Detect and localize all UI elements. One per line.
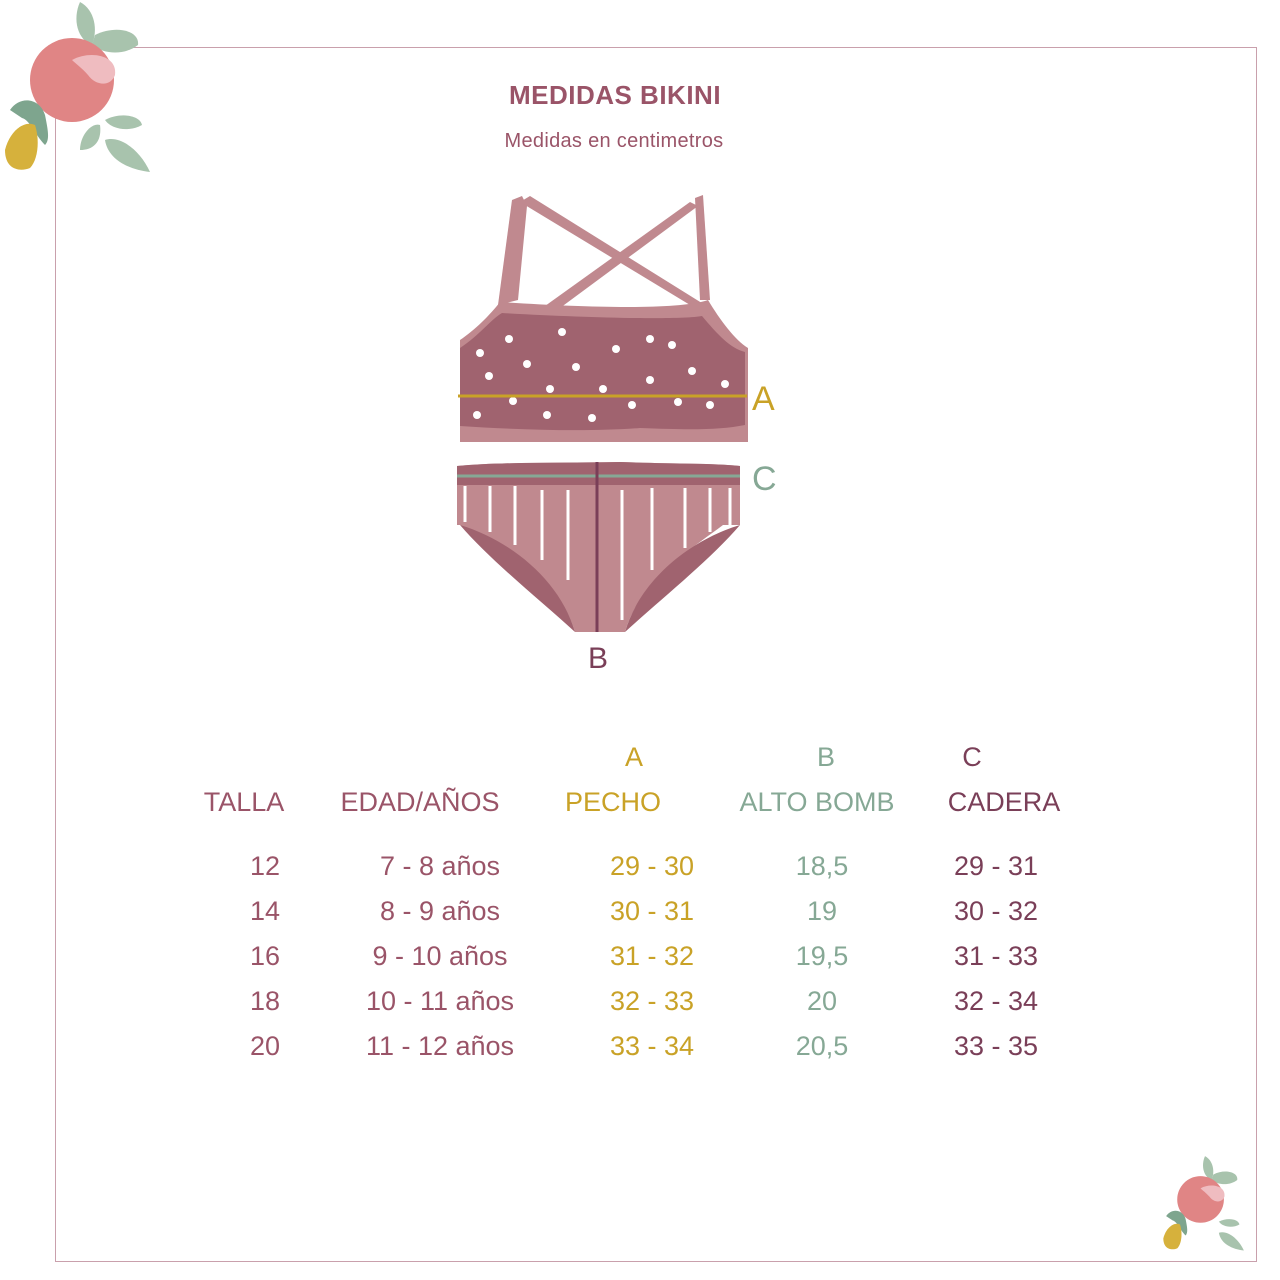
- label-a: A: [752, 380, 775, 418]
- flower-decoration-bottom-right: [1163, 1156, 1244, 1251]
- cell-alto-bomb: 19: [806, 896, 838, 926]
- cell-edad: 9 - 10 años: [372, 941, 508, 971]
- cell-alto-bomb: 20,5: [795, 1031, 849, 1061]
- cell-cadera: 29 - 31: [953, 851, 1039, 881]
- cell-cadera: 33 - 35: [953, 1031, 1039, 1061]
- cell-edad: 11 - 12 años: [365, 1031, 515, 1061]
- header-talla: TALLA: [203, 787, 285, 817]
- flower-decoration-top-left: [5, 2, 150, 172]
- cell-alto-bomb: 18,5: [795, 851, 849, 881]
- cell-talla: 16: [249, 941, 281, 971]
- cell-talla: 18: [249, 986, 281, 1016]
- cell-pecho: 31 - 32: [609, 941, 695, 971]
- cell-pecho: 30 - 31: [609, 896, 695, 926]
- cell-edad: 8 - 9 años: [379, 896, 501, 926]
- letter-a: A: [624, 742, 644, 772]
- cell-cadera: 30 - 32: [953, 896, 1039, 926]
- cell-pecho: 32 - 33: [609, 986, 695, 1016]
- letter-b: B: [816, 742, 836, 772]
- cell-edad: 7 - 8 años: [379, 851, 501, 881]
- bikini-diagram: A C B: [457, 195, 777, 675]
- cell-pecho: 29 - 30: [609, 851, 695, 881]
- page-frame: [55, 47, 1257, 1262]
- label-b: B: [588, 642, 608, 675]
- page-title: MEDIDAS BIKINI: [508, 80, 722, 110]
- cell-edad: 10 - 11 años: [365, 986, 515, 1016]
- cell-cadera: 31 - 33: [953, 941, 1039, 971]
- page-subtitle: Medidas en centimetros: [504, 130, 724, 152]
- cell-alto-bomb: 20: [806, 986, 838, 1016]
- letter-c: C: [962, 742, 982, 772]
- cell-pecho: 33 - 34: [609, 1031, 695, 1061]
- cell-talla: 14: [249, 896, 281, 926]
- header-alto-bomb: ALTO BOMB: [739, 787, 895, 817]
- label-c: C: [752, 460, 777, 498]
- cell-alto-bomb: 19,5: [795, 941, 849, 971]
- cell-talla: 12: [249, 851, 281, 881]
- header-edad: EDAD/AÑOS: [340, 787, 500, 817]
- cell-cadera: 32 - 34: [953, 986, 1039, 1016]
- cell-talla: 20: [249, 1031, 281, 1061]
- header-cadera: CADERA: [947, 787, 1061, 817]
- header-pecho: PECHO: [564, 787, 662, 817]
